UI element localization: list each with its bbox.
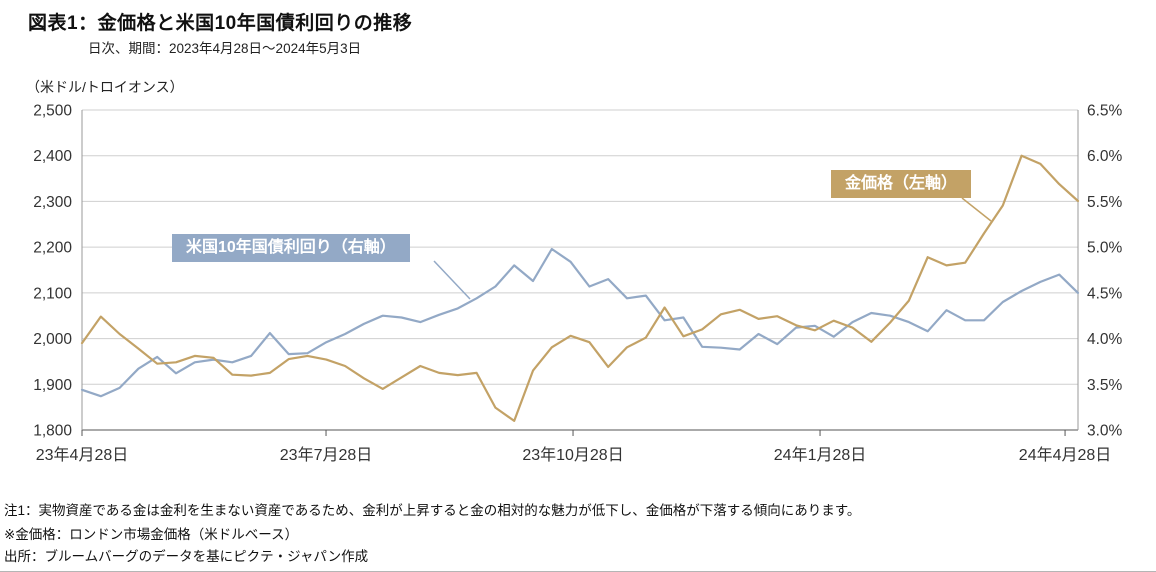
right-axis-tick-label: 4.0%: [1087, 331, 1123, 348]
left-axis-tick-label: 1,800: [33, 423, 72, 440]
right-axis-tick-label: 6.0%: [1087, 148, 1123, 165]
footnote-1: 注1：実物資産である金は金利を生まない資産であるため、金利が上昇すると金の相対的…: [4, 503, 861, 518]
page-title: 図表1：金価格と米国10年国債利回りの推移: [28, 13, 413, 34]
left-axis-tick-label: 2,300: [33, 194, 72, 211]
yield-price-line: [80, 247, 1080, 398]
chart-svg: 2,500 6.5% 2,400 6.0% 2,300 5.5% 2,200 5.0% 2,10…: [33, 103, 1123, 465]
footnote-2: ※金価格：ロンドン市場金価格（米ドルベース）: [4, 527, 299, 542]
right-axis-tick-label: 3.0%: [1087, 423, 1123, 440]
left-axis-tick-label: 1,900: [33, 377, 72, 394]
x-axis-tick-label: 24年4月28日: [1019, 446, 1112, 464]
footnote-3: 出所：ブルームバーグのデータを基にピクテ・ジャパン作成: [4, 549, 369, 564]
right-axis-tick-label: 5.0%: [1087, 240, 1123, 257]
gold-price-line: [80, 154, 1080, 422]
x-axis-tick-label: 23年10月28日: [522, 446, 623, 464]
right-axis-tick-label: 6.5%: [1087, 103, 1123, 120]
x-axis-tick-label: 23年4月28日: [36, 446, 129, 464]
page-subtitle: 日次、期間：2023年4月28日～2024年5月3日: [88, 41, 362, 56]
right-axis-tick-label: 3.5%: [1087, 377, 1123, 394]
x-axis-tick-label: 23年7月28日: [280, 446, 373, 464]
left-axis-tick-label: 2,400: [33, 148, 72, 165]
yield-label-connector: [433, 260, 471, 300]
gold-label-connector: [961, 197, 992, 222]
x-axis-tick-label: 24年1月28日: [774, 446, 867, 464]
left-axis-tick-label: 2,000: [33, 331, 72, 348]
right-axis-tick-label: 4.5%: [1087, 285, 1123, 302]
left-axis-unit-label: （米ドル/トロイオンス）: [26, 79, 184, 95]
yield-series-label: 米国10年国債利回り（右軸）: [172, 234, 410, 262]
chart-area: 2,500 6.5% 2,400 6.0% 2,300 5.5% 2,200 5.0% 2,10…: [0, 100, 1156, 472]
gold-series-label: 金価格（左軸）: [831, 170, 972, 198]
left-axis-tick-label: 2,100: [33, 285, 72, 302]
left-axis-tick-label: 2,500: [33, 103, 72, 120]
left-axis-tick-label: 2,200: [33, 240, 72, 257]
right-axis-tick-label: 5.5%: [1087, 194, 1123, 211]
